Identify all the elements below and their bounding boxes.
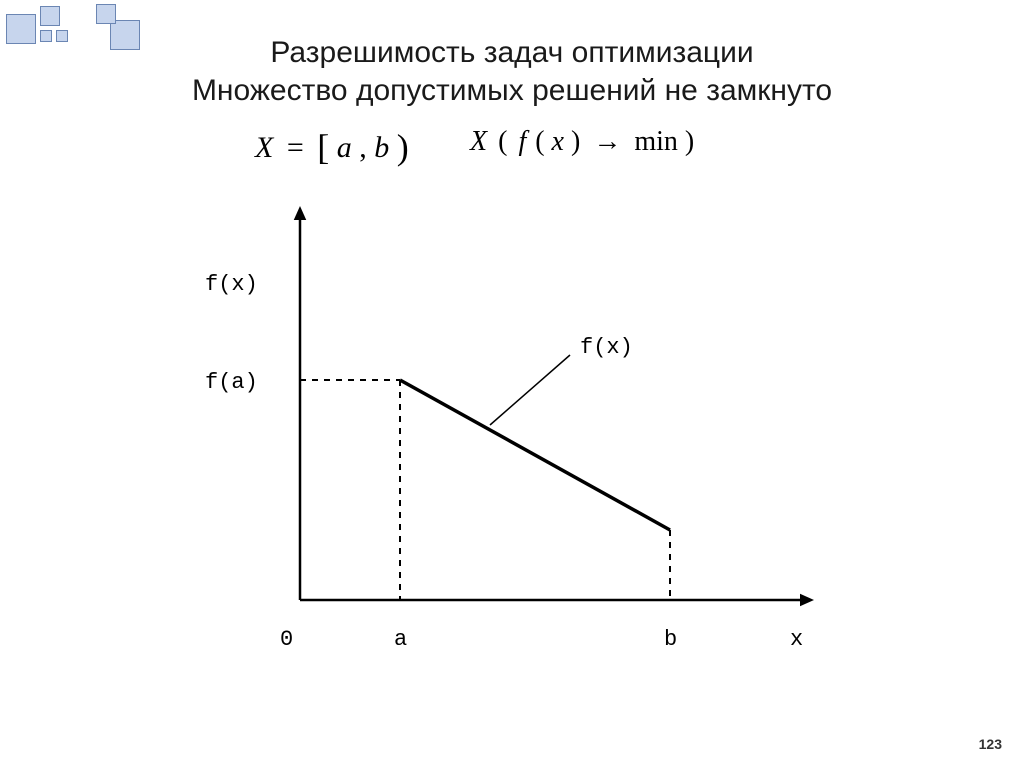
sym-a: a bbox=[337, 131, 352, 164]
label-fa: f(a) bbox=[205, 370, 258, 395]
label-x: x bbox=[790, 627, 803, 652]
title-line-1: Разрешимость задач оптимизации bbox=[0, 34, 1024, 72]
chart: f(x) f(a) f(x) 0 a b x bbox=[150, 180, 870, 700]
obj-X: X bbox=[470, 126, 487, 157]
obj-rp: ) bbox=[685, 126, 694, 157]
label-fx-axis: f(x) bbox=[205, 272, 258, 297]
label-b: b bbox=[664, 627, 677, 652]
obj-min: min bbox=[634, 126, 678, 157]
x-axis-arrow bbox=[800, 594, 814, 607]
sym-b: b bbox=[374, 131, 389, 164]
obj-arrow: → bbox=[587, 126, 627, 157]
sym-X: X bbox=[255, 131, 273, 164]
obj-x: x bbox=[552, 126, 564, 157]
decor-square bbox=[96, 4, 116, 24]
curve-fx bbox=[400, 380, 670, 530]
obj-rp2: ) bbox=[571, 126, 580, 157]
sym-eq: = bbox=[281, 131, 310, 164]
sym-comma: , bbox=[359, 131, 367, 164]
slide-title: Разрешимость задач оптимизации Множество… bbox=[0, 34, 1024, 109]
decor-square bbox=[40, 6, 60, 26]
obj-lp: ( bbox=[494, 126, 507, 157]
title-line-2: Множество допустимых решений не замкнуто bbox=[0, 72, 1024, 110]
slide: Разрешимость задач оптимизации Множество… bbox=[0, 0, 1024, 768]
formula-objective: X ( f ( x ) → min ) bbox=[470, 126, 694, 158]
y-axis-arrow bbox=[294, 206, 307, 220]
label-fx-curve: f(x) bbox=[580, 335, 633, 360]
callout-line bbox=[490, 355, 570, 425]
page-number: 123 bbox=[979, 736, 1002, 752]
label-origin: 0 bbox=[280, 627, 293, 652]
label-a: a bbox=[394, 627, 407, 652]
sym-rparen: ) bbox=[397, 127, 409, 167]
formula-interval: X = [ a , b ) bbox=[255, 124, 409, 166]
obj-f: f bbox=[514, 126, 526, 157]
sym-lbracket: [ bbox=[317, 127, 329, 167]
obj-lp2: ( bbox=[533, 126, 544, 157]
